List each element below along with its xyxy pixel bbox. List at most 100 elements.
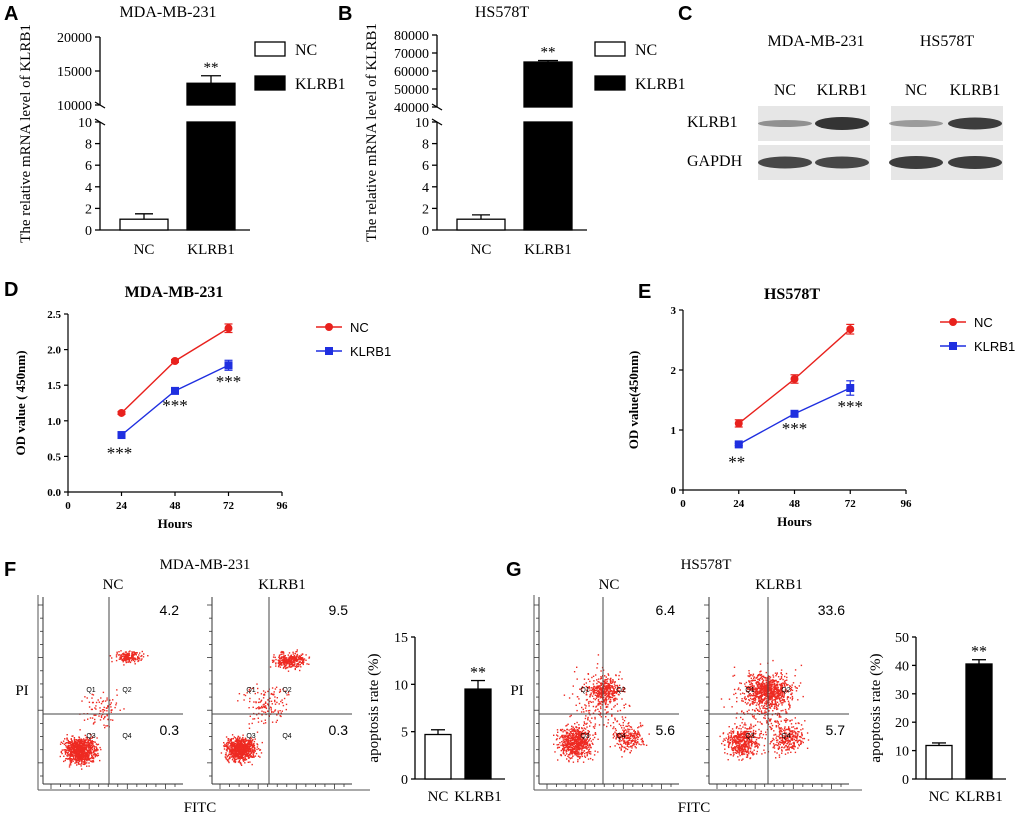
flow-dot xyxy=(96,744,98,746)
flow-dot xyxy=(628,738,630,740)
flow-dot xyxy=(230,747,232,750)
flow-dot xyxy=(90,751,92,754)
flow-dot xyxy=(89,744,91,746)
flow-dot xyxy=(245,739,247,741)
flow-dot xyxy=(784,675,786,678)
flow-dot xyxy=(67,754,70,756)
flow-dot xyxy=(251,687,254,690)
flow-dot xyxy=(776,694,778,696)
flow-dot xyxy=(605,712,608,714)
flow-dot xyxy=(748,680,750,682)
flow-dot xyxy=(607,673,609,675)
flow-dot xyxy=(248,754,250,756)
flow-dot xyxy=(774,693,776,696)
flow-dot xyxy=(755,690,757,692)
flow-dot xyxy=(757,681,759,683)
flow-dot xyxy=(231,742,234,744)
flow-dot xyxy=(576,752,578,755)
flow-dot xyxy=(609,746,611,748)
flow-dot xyxy=(600,700,603,703)
flow-dot xyxy=(618,678,620,680)
flow-dot xyxy=(123,654,125,656)
flow-dot xyxy=(747,691,750,693)
flow-dot xyxy=(780,677,783,679)
flow-dot xyxy=(269,666,272,668)
flow-dot xyxy=(612,695,615,697)
flow-dot xyxy=(617,688,619,690)
flow-dot xyxy=(242,750,244,752)
flow-dot xyxy=(86,750,88,752)
flow-dot xyxy=(125,653,127,656)
flow-dot xyxy=(566,743,568,745)
flow-dot xyxy=(83,759,86,761)
flow-dot xyxy=(608,695,610,697)
y-axis-label: The relative mRNA level of KLRB1 xyxy=(364,23,380,242)
y-tick-label: 80000 xyxy=(394,29,429,44)
flow-dot xyxy=(95,754,98,757)
flow-dot xyxy=(74,749,77,752)
flow-dot xyxy=(131,659,133,662)
flow-dot xyxy=(573,739,576,741)
flow-dot xyxy=(80,748,82,751)
flow-dot xyxy=(567,738,569,741)
flow-dot xyxy=(609,678,611,681)
flow-dot xyxy=(581,743,584,745)
flow-dot xyxy=(73,747,75,749)
flow-dot xyxy=(748,675,750,678)
flow-dot xyxy=(251,763,253,766)
flow-dot xyxy=(624,750,626,752)
x-tick-label: 24 xyxy=(733,498,745,510)
flow-dot xyxy=(79,741,82,744)
flow-dot xyxy=(281,653,283,655)
flow-dot xyxy=(582,737,584,739)
flow-dot xyxy=(590,701,593,703)
flow-dot xyxy=(254,750,256,752)
flow-dot xyxy=(232,750,234,753)
flow-dot xyxy=(571,734,573,737)
flow-dot xyxy=(764,689,766,691)
flow-dot xyxy=(64,749,66,751)
flow-dot xyxy=(775,696,777,699)
flow-dot xyxy=(588,750,590,753)
flow-dot xyxy=(237,757,239,760)
flow-dot xyxy=(257,755,260,757)
flow-dot xyxy=(81,745,83,748)
flow-dot xyxy=(572,761,575,763)
flow-dot xyxy=(273,661,275,663)
flow-dot xyxy=(764,702,766,704)
flow-dot xyxy=(580,738,582,740)
flow-dot xyxy=(80,751,82,753)
flow-dot xyxy=(594,723,597,725)
flow-dot xyxy=(125,659,127,661)
flow-dot xyxy=(563,748,565,750)
flow-dot xyxy=(771,689,773,691)
flow-dot xyxy=(773,695,775,698)
flow-dot xyxy=(240,741,243,744)
flow-dot xyxy=(562,739,564,741)
flow-dot xyxy=(604,688,606,690)
flow-dot xyxy=(610,696,612,699)
flow-dot xyxy=(231,744,233,746)
flow-dot xyxy=(226,759,229,762)
flow-dot xyxy=(262,690,265,692)
flow-dot xyxy=(589,720,591,722)
flow-dot xyxy=(562,744,564,747)
flow-dot xyxy=(752,701,754,703)
flow-dot xyxy=(297,660,299,662)
flow-dot xyxy=(765,671,767,674)
quadrant-label: Q4 xyxy=(616,733,625,740)
flow-dot xyxy=(237,751,240,754)
flow-dot xyxy=(226,750,228,752)
blot-band xyxy=(889,120,943,127)
flow-dot xyxy=(278,703,280,705)
flow-dot xyxy=(600,676,602,678)
flow-dot xyxy=(581,690,583,692)
flow-dot xyxy=(783,682,785,684)
flow-dot xyxy=(575,739,577,742)
flow-dot xyxy=(615,729,617,732)
flow-dot xyxy=(248,689,250,691)
flow-dot xyxy=(746,686,748,688)
flow-dot xyxy=(603,691,605,693)
flow-dot xyxy=(238,750,240,752)
flow-dot xyxy=(768,686,770,689)
